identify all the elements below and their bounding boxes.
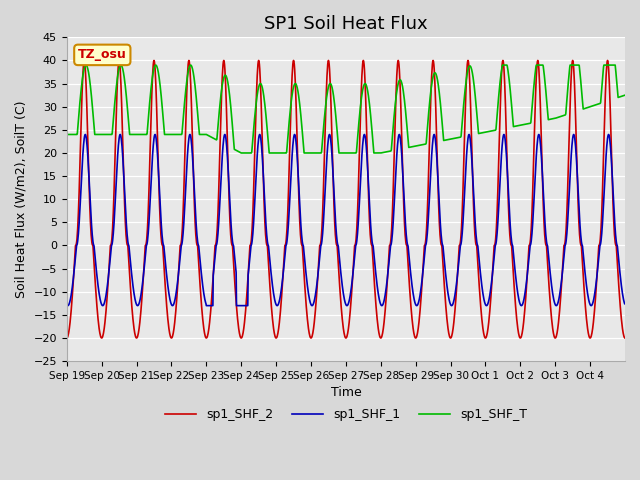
Line: sp1_SHF_T: sp1_SHF_T: [67, 65, 625, 153]
Y-axis label: Soil Heat Flux (W/m2), SoilT (C): Soil Heat Flux (W/m2), SoilT (C): [15, 100, 28, 298]
sp1_SHF_1: [81, 132, 89, 137]
Text: TZ_osu: TZ_osu: [78, 48, 127, 61]
sp1_SHF_2: [477, 312, 485, 318]
sp1_SHF_T: [614, 95, 622, 100]
sp1_SHF_T: [63, 132, 70, 137]
sp1_SHF_T: [150, 66, 158, 72]
Legend: sp1_SHF_2, sp1_SHF_1, sp1_SHF_T: sp1_SHF_2, sp1_SHF_1, sp1_SHF_T: [159, 403, 532, 426]
sp1_SHF_1: [478, 283, 486, 288]
sp1_SHF_T: [560, 113, 568, 119]
sp1_SHF_1: [202, 303, 210, 309]
Line: sp1_SHF_2: sp1_SHF_2: [67, 60, 625, 338]
sp1_SHF_2: [332, 232, 339, 238]
sp1_SHF_2: [63, 335, 70, 341]
sp1_SHF_1: [321, 186, 329, 192]
sp1_SHF_2: [621, 335, 628, 341]
sp1_SHF_1: [150, 133, 158, 139]
sp1_SHF_2: [614, 266, 621, 272]
Title: SP1 Soil Heat Flux: SP1 Soil Heat Flux: [264, 15, 428, 33]
sp1_SHF_2: [321, 139, 329, 144]
sp1_SHF_T: [499, 62, 506, 68]
sp1_SHF_2: [150, 59, 158, 64]
X-axis label: Time: Time: [330, 386, 361, 399]
sp1_SHF_T: [332, 108, 339, 114]
sp1_SHF_T: [621, 92, 628, 98]
sp1_SHF_T: [321, 111, 329, 117]
sp1_SHF_2: [81, 58, 88, 63]
sp1_SHF_1: [63, 302, 70, 308]
sp1_SHF_1: [614, 251, 622, 257]
sp1_SHF_T: [237, 150, 245, 156]
sp1_SHF_1: [332, 222, 340, 228]
sp1_SHF_1: [560, 258, 568, 264]
sp1_SHF_T: [477, 130, 485, 136]
sp1_SHF_1: [621, 301, 628, 307]
Line: sp1_SHF_1: sp1_SHF_1: [67, 134, 625, 306]
sp1_SHF_2: [559, 255, 567, 261]
